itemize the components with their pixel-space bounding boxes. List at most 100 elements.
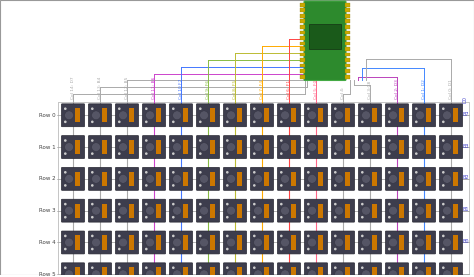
FancyBboxPatch shape <box>304 168 328 190</box>
Circle shape <box>281 270 290 277</box>
Circle shape <box>254 206 263 215</box>
Circle shape <box>281 111 290 120</box>
Circle shape <box>280 107 283 110</box>
Circle shape <box>145 235 147 237</box>
Circle shape <box>334 171 337 174</box>
Circle shape <box>415 120 418 123</box>
Circle shape <box>308 175 317 183</box>
Circle shape <box>64 171 67 174</box>
Circle shape <box>388 139 391 142</box>
Text: B3: B3 <box>463 143 470 148</box>
FancyBboxPatch shape <box>224 231 246 254</box>
Circle shape <box>172 266 174 269</box>
FancyBboxPatch shape <box>439 231 463 254</box>
Circle shape <box>362 206 371 215</box>
Bar <box>75 235 80 250</box>
Circle shape <box>334 203 337 206</box>
FancyBboxPatch shape <box>412 104 436 127</box>
Circle shape <box>442 235 445 237</box>
Circle shape <box>362 270 371 277</box>
FancyBboxPatch shape <box>143 231 165 254</box>
Circle shape <box>362 143 371 152</box>
Circle shape <box>334 184 337 187</box>
Circle shape <box>443 143 451 152</box>
FancyBboxPatch shape <box>358 199 382 222</box>
Circle shape <box>253 171 255 174</box>
Bar <box>300 19 305 24</box>
Circle shape <box>280 152 283 155</box>
Circle shape <box>145 184 147 187</box>
Circle shape <box>442 139 445 142</box>
Circle shape <box>335 238 344 247</box>
Circle shape <box>254 111 263 120</box>
Circle shape <box>415 152 418 155</box>
Bar <box>300 58 305 62</box>
Circle shape <box>200 206 209 215</box>
Circle shape <box>172 248 174 250</box>
Bar <box>345 47 350 51</box>
Circle shape <box>173 270 182 277</box>
Bar <box>264 235 269 250</box>
FancyBboxPatch shape <box>62 199 84 222</box>
Circle shape <box>416 175 424 183</box>
FancyBboxPatch shape <box>250 136 273 158</box>
Circle shape <box>280 235 283 237</box>
Circle shape <box>443 111 451 120</box>
Circle shape <box>388 120 391 123</box>
Circle shape <box>308 238 317 247</box>
Bar <box>453 235 457 250</box>
Circle shape <box>280 248 283 250</box>
Circle shape <box>443 175 451 183</box>
FancyBboxPatch shape <box>277 136 301 158</box>
Circle shape <box>172 120 174 123</box>
Text: Col 14: D7: Col 14: D7 <box>71 77 75 99</box>
Circle shape <box>118 139 120 142</box>
Circle shape <box>334 107 337 110</box>
Bar <box>309 24 341 49</box>
FancyBboxPatch shape <box>224 199 246 222</box>
Circle shape <box>64 206 73 215</box>
Circle shape <box>118 203 120 206</box>
Circle shape <box>145 120 147 123</box>
FancyBboxPatch shape <box>89 136 111 158</box>
FancyBboxPatch shape <box>439 263 463 277</box>
Circle shape <box>307 266 310 269</box>
Bar <box>129 267 134 277</box>
Circle shape <box>388 107 391 110</box>
Circle shape <box>415 216 418 219</box>
FancyBboxPatch shape <box>385 231 409 254</box>
Circle shape <box>280 203 283 206</box>
Circle shape <box>64 266 67 269</box>
Circle shape <box>91 143 100 152</box>
FancyBboxPatch shape <box>116 199 138 222</box>
FancyBboxPatch shape <box>89 199 111 222</box>
Circle shape <box>281 143 290 152</box>
Circle shape <box>91 216 94 219</box>
FancyBboxPatch shape <box>143 136 165 158</box>
Circle shape <box>442 248 445 250</box>
Text: Col 1: D2: Col 1: D2 <box>422 79 426 99</box>
Bar <box>345 69 350 73</box>
Bar <box>237 235 242 250</box>
Bar <box>453 140 457 154</box>
Circle shape <box>416 206 424 215</box>
Circle shape <box>226 216 228 219</box>
Bar <box>291 140 296 154</box>
Bar <box>399 204 403 218</box>
FancyBboxPatch shape <box>277 263 301 277</box>
Text: Col 0: D1: Col 0: D1 <box>449 79 453 99</box>
Circle shape <box>361 120 364 123</box>
Circle shape <box>64 107 67 110</box>
FancyBboxPatch shape <box>116 104 138 127</box>
Bar <box>318 140 323 154</box>
Circle shape <box>64 184 67 187</box>
Bar <box>372 172 377 186</box>
Circle shape <box>64 248 67 250</box>
Bar <box>300 42 305 45</box>
Bar <box>300 25 305 29</box>
Circle shape <box>307 152 310 155</box>
Bar <box>453 108 457 122</box>
FancyBboxPatch shape <box>304 263 328 277</box>
FancyBboxPatch shape <box>439 168 463 190</box>
Bar <box>345 204 350 218</box>
